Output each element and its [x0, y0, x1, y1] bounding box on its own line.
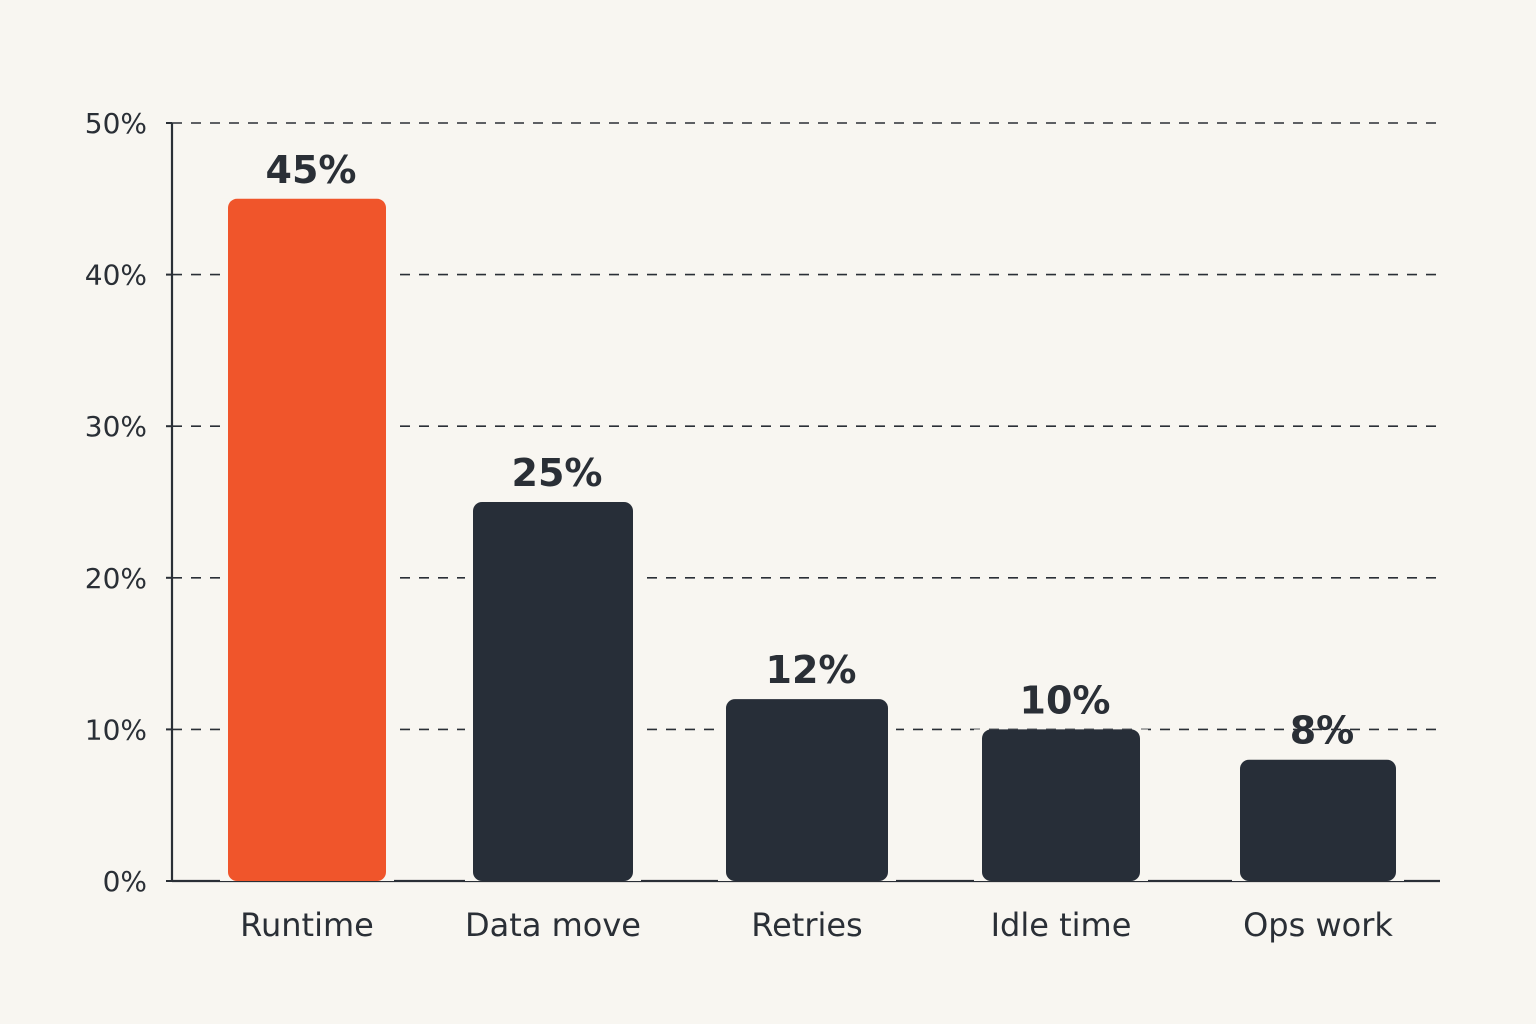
x-tick-label: Idle time [991, 906, 1132, 944]
bar-runtime [228, 198, 386, 882]
bar-ops-work [1240, 759, 1396, 881]
x-tick-label: Data move [465, 906, 641, 944]
y-tick-label: 40% [85, 259, 147, 292]
bar-idle-time [982, 729, 1140, 881]
bar-value-label: 8% [1290, 709, 1355, 753]
bar-value-label: 10% [1020, 678, 1111, 722]
bar-value-label: 12% [766, 648, 857, 692]
bar-value-label: 45% [266, 148, 357, 192]
y-tick-label: 10% [85, 713, 147, 746]
bars [220, 198, 1404, 882]
y-tick-label: 20% [85, 562, 147, 595]
bar-value-label: 25% [512, 451, 603, 495]
x-tick-label: Retries [751, 906, 862, 944]
x-tick-label: Ops work [1243, 906, 1393, 944]
y-tick-label: 50% [85, 107, 147, 140]
y-tick-label: 0% [103, 865, 147, 898]
labels: 0% 10% 20% 30% 40% 50% 45% Runtime 25% Data move 1… [85, 107, 1394, 944]
y-tick-label: 30% [85, 410, 147, 443]
bar-retries [726, 699, 888, 881]
bar-data-move [473, 502, 633, 881]
x-tick-label: Runtime [240, 906, 374, 944]
